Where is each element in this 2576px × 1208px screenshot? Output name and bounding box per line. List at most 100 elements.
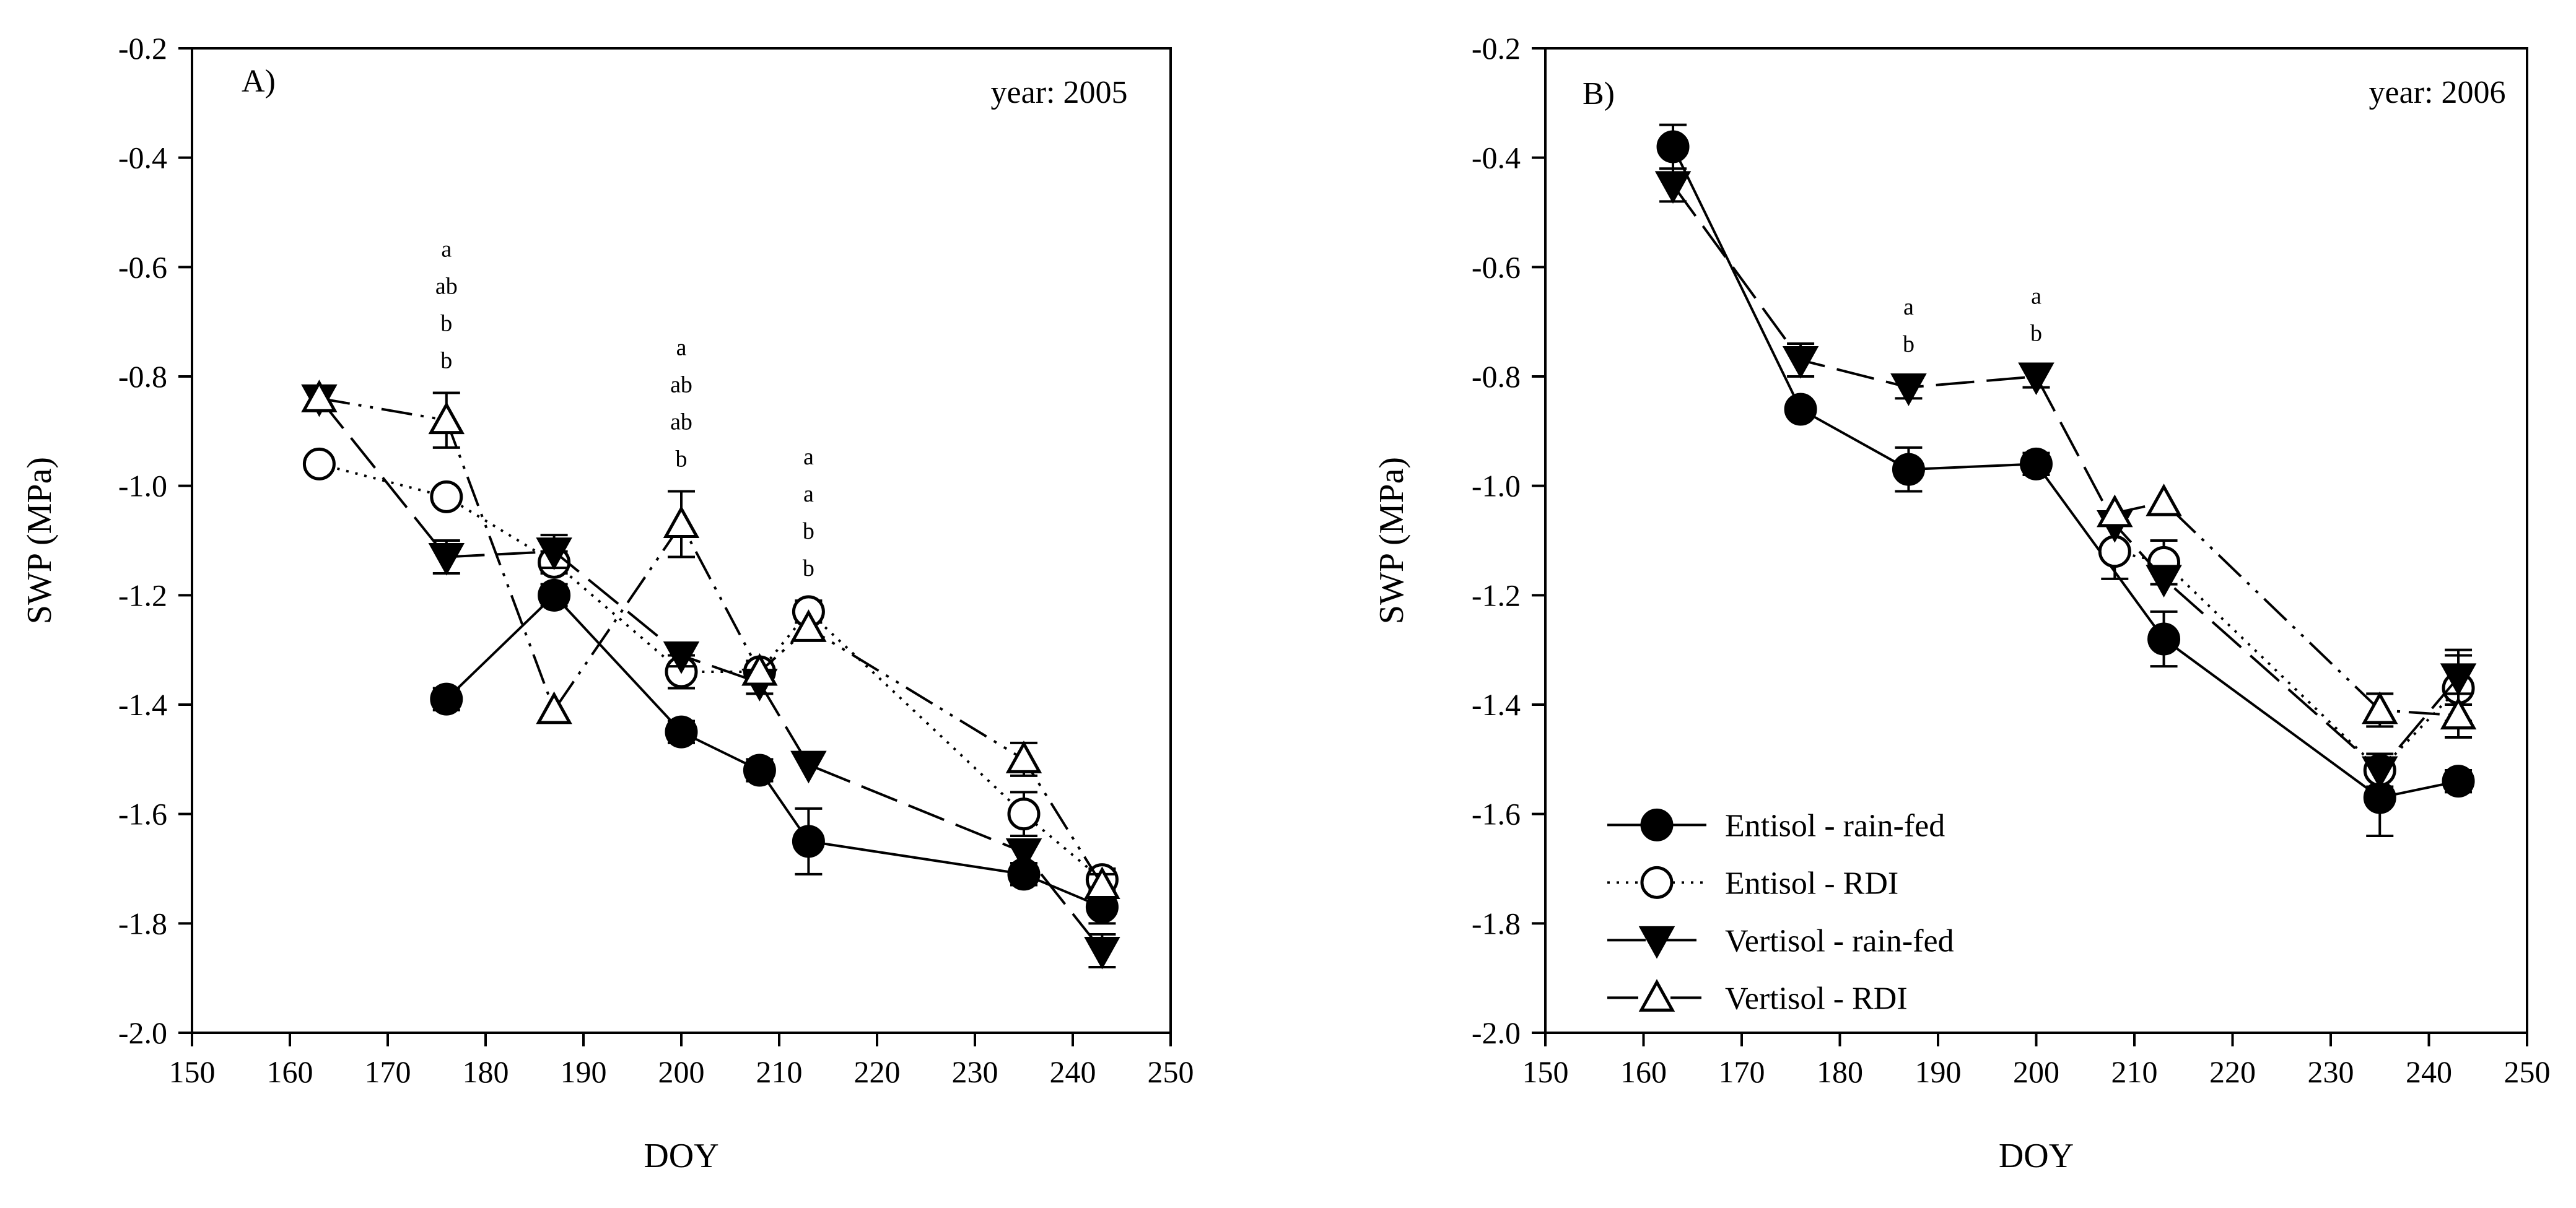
- data-point: [663, 505, 700, 538]
- significance-letter: b: [2030, 320, 2042, 346]
- significance-letter: a: [1903, 294, 1914, 320]
- x-axis-title: DOY: [644, 1137, 718, 1175]
- y-tick-label: -1.0: [1472, 469, 1521, 503]
- y-tick-label: -1.8: [1472, 906, 1521, 941]
- x-tick-label: 210: [2111, 1054, 2158, 1089]
- x-tick-label: 150: [1522, 1054, 1569, 1089]
- data-point: [1007, 797, 1041, 831]
- x-tick-label: 180: [1817, 1054, 1863, 1089]
- significance-letter: a: [803, 444, 814, 470]
- significance-letters: a ab ab b: [670, 335, 692, 472]
- x-tick-label: 190: [1915, 1054, 1962, 1089]
- data-point: [1654, 171, 1692, 204]
- significance-letter: ab: [670, 409, 692, 435]
- x-tick-label: 170: [1719, 1054, 1765, 1089]
- data-point: [430, 480, 463, 513]
- legend-marker: [1640, 808, 1674, 841]
- x-tick-label: 190: [561, 1054, 607, 1089]
- x-tick-label: 240: [1050, 1054, 1096, 1089]
- data-point: [743, 754, 776, 787]
- data-point: [2440, 697, 2477, 730]
- legend-marker: [1638, 926, 1675, 959]
- x-tick-label: 250: [2504, 1054, 2551, 1089]
- legend-label: Entisol - rain-fed: [1725, 808, 1945, 843]
- significance-letter: b: [803, 518, 814, 544]
- x-tick-label: 180: [463, 1054, 509, 1089]
- series-entisol-rain-fed: [430, 578, 1119, 925]
- x-tick-label: 160: [267, 1054, 313, 1089]
- y-tick-label: -1.6: [1472, 797, 1521, 832]
- y-tick-label: -1.2: [118, 578, 167, 612]
- x-tick-label: 200: [658, 1054, 705, 1089]
- panel-label: B): [1583, 76, 1615, 111]
- x-axis-title: DOY: [1999, 1137, 2074, 1175]
- legend-item: Vertisol - RDI: [1607, 979, 1908, 1016]
- data-point: [302, 447, 336, 480]
- significance-letter: b: [440, 311, 452, 337]
- data-point: [663, 641, 700, 674]
- significance-letters: a ab bb: [435, 237, 458, 374]
- panel-a: 150 160 170 180 190 200 210 220 230 240 250 -0.2 -0.…: [20, 31, 1194, 1175]
- series-entisol-rdi: [2098, 523, 2475, 788]
- significance-letter: b: [803, 555, 814, 581]
- legend-item: Entisol - rain-fed: [1607, 808, 1945, 843]
- data-point: [1782, 346, 1819, 379]
- x-tick-label: 250: [1148, 1054, 1194, 1089]
- y-tick-label: -0.2: [118, 31, 167, 66]
- y-tick-label: -1.0: [118, 469, 167, 503]
- y-tick-label: -0.4: [1472, 141, 1521, 175]
- data-point: [1005, 741, 1042, 773]
- data-point: [1084, 937, 1120, 970]
- x-tick-label: 220: [854, 1054, 901, 1089]
- x-tick-label: 230: [2308, 1054, 2354, 1089]
- y-tick-label: -1.2: [1472, 578, 1521, 612]
- data-point: [1892, 453, 1925, 486]
- y-axis-title: SWP (MPa): [1373, 457, 1411, 624]
- data-point: [2362, 691, 2398, 724]
- series-entisol-rdi: [302, 447, 1119, 897]
- x-tick-label: 230: [952, 1054, 998, 1089]
- data-point: [2147, 622, 2181, 656]
- legend-marker: [1638, 979, 1675, 1012]
- y-tick-label: -0.4: [118, 141, 167, 175]
- legend-label: Vertisol - rain-fed: [1725, 923, 1954, 958]
- legend-marker: [1640, 866, 1674, 899]
- y-tick-label: -0.6: [118, 250, 167, 284]
- data-point: [2146, 484, 2182, 516]
- data-point: [536, 537, 572, 570]
- data-point: [428, 543, 465, 576]
- data-point: [428, 401, 465, 435]
- y-axis-title: SWP (MPa): [20, 457, 59, 624]
- significance-letter: b: [676, 446, 688, 472]
- series-vertisol-rdi: [2097, 484, 2477, 739]
- data-point: [1656, 130, 1690, 163]
- y-tick-label: -0.8: [1472, 359, 1521, 394]
- data-point: [2097, 494, 2133, 528]
- data-point: [536, 691, 572, 724]
- data-point: [741, 653, 778, 686]
- series-vertisol-rdi: [301, 380, 1120, 899]
- significance-letter: a: [2031, 283, 2041, 309]
- legend: Entisol - rain-fed Entisol - RDI Vertisol …: [1607, 808, 1954, 1016]
- series-line: [2114, 500, 2459, 717]
- data-point: [2362, 756, 2398, 789]
- year-label: year: 2006: [2369, 75, 2506, 110]
- y-tick-label: -2.0: [118, 1015, 167, 1050]
- series-line: [1672, 184, 2460, 772]
- series-line: [1672, 146, 2459, 799]
- data-point: [301, 380, 338, 412]
- significance-letter: a: [676, 335, 687, 361]
- data-point: [1005, 838, 1042, 871]
- series-entisol-rain-fed: [1656, 123, 2475, 837]
- significance-letter: a: [441, 237, 452, 263]
- x-tick-label: 150: [169, 1054, 216, 1089]
- data-point: [2020, 447, 2053, 480]
- series-vertisol-rain-fed: [301, 384, 1120, 970]
- data-point: [665, 715, 698, 749]
- data-point: [2146, 565, 2182, 597]
- y-tick-label: -0.2: [1472, 31, 1521, 66]
- x-tick-label: 160: [1620, 1054, 1667, 1089]
- data-point: [2018, 362, 2054, 396]
